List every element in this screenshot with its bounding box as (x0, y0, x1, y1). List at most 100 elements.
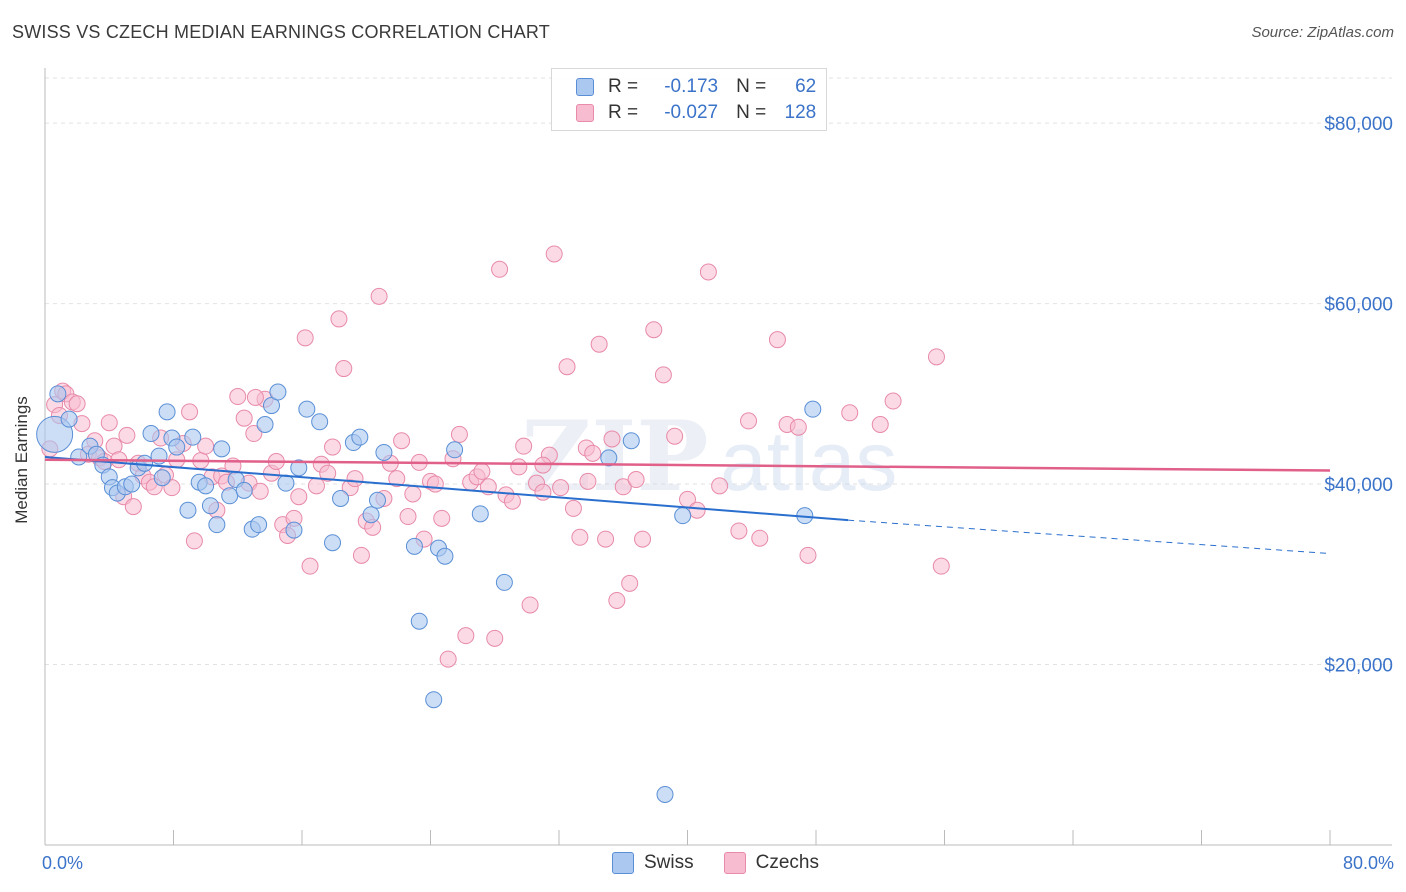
czech-point (352, 546, 370, 564)
czech-point (688, 501, 706, 519)
czech-point (699, 263, 717, 281)
y-tick-label: $80,000 (1324, 114, 1393, 135)
czech-point (545, 245, 563, 263)
czech-point (654, 366, 672, 384)
czech-point (627, 471, 645, 489)
czech-point (301, 557, 319, 575)
swiss-point (60, 410, 78, 428)
czech-point (290, 488, 308, 506)
czech-point (584, 444, 602, 462)
swiss-point (221, 487, 239, 505)
swiss-point (324, 534, 342, 552)
czech-point (558, 358, 576, 376)
czech-point (185, 532, 203, 550)
swiss-trend-line (44, 455, 849, 522)
correlation-legend: R = -0.173 N = 62 R = -0.027 N = 128 (551, 68, 827, 131)
legend-n-label: N = (736, 76, 767, 97)
swiss-point (375, 443, 393, 461)
czech-point (751, 529, 769, 547)
legend-label-czechs: Czechs (755, 852, 819, 873)
czech-point (603, 430, 621, 448)
czech-point (124, 498, 142, 516)
swiss-point (136, 454, 154, 472)
x-tick-min: 0.0% (42, 853, 84, 873)
czech-point (251, 482, 269, 500)
swiss-point (436, 547, 454, 565)
legend-item-swiss: Swiss (612, 852, 694, 874)
series-legend: Swiss Czechs (612, 852, 849, 874)
czech-point (740, 412, 758, 430)
czech-point (473, 462, 491, 480)
swiss-point (250, 516, 268, 534)
legend-row-czechs: R = -0.027 N = 128 (576, 101, 816, 125)
czech-point (307, 477, 325, 495)
swiss-point (656, 785, 674, 803)
czech-point (457, 627, 475, 645)
czech-point (68, 395, 86, 413)
czech-point (393, 432, 411, 450)
czech-point (711, 477, 729, 495)
czech-point (521, 596, 539, 614)
czech-point (871, 416, 889, 434)
czech-trend-line (44, 458, 1331, 472)
swiss-point (332, 489, 350, 507)
axes (44, 68, 1392, 846)
czech-point (319, 464, 337, 482)
swiss-point (158, 403, 176, 421)
czech-point (399, 508, 417, 526)
swiss-point (168, 438, 186, 456)
legend-r-label: R = (608, 102, 639, 123)
swiss-point (674, 507, 692, 525)
legend-n-value: 128 (784, 102, 817, 123)
czech-point (932, 557, 950, 575)
czech-point (579, 472, 597, 490)
czech-point (426, 475, 444, 493)
czech-point (799, 546, 817, 564)
czech-point (246, 388, 264, 406)
czech-point (335, 360, 353, 378)
swiss-point (285, 521, 303, 539)
czech-point (590, 335, 608, 353)
swiss-point (142, 425, 160, 443)
czech-point (486, 629, 504, 647)
swiss-point (298, 400, 316, 418)
chart-title: SWISS VS CZECH MEDIAN EARNINGS CORRELATI… (12, 22, 550, 42)
czech-point (346, 470, 364, 488)
swiss-point (600, 449, 618, 467)
czech-point (296, 329, 314, 347)
czech-point (608, 591, 626, 609)
x-tick-max: 80.0% (1342, 853, 1394, 873)
czech-point (634, 530, 652, 548)
czech-point (789, 418, 807, 436)
czech-point (118, 426, 136, 444)
swiss-point (351, 428, 369, 446)
legend-item-czechs: Czechs (723, 852, 819, 874)
czech-point (927, 348, 945, 366)
trend-lines (44, 455, 1331, 555)
source-label: Source: ZipAtlas.com (1251, 24, 1394, 41)
czech-point (515, 437, 533, 455)
legend-r-value: -0.173 (664, 76, 719, 97)
swiss-point (362, 506, 380, 524)
czech-point (181, 403, 199, 421)
zipatlas-watermark: ZIP atlas (521, 400, 897, 513)
czech-point (324, 438, 342, 456)
czech-point (229, 388, 247, 406)
swiss-point (368, 491, 386, 509)
czech-point (768, 331, 786, 349)
legend-r-value: -0.027 (664, 102, 719, 123)
czech-point (404, 485, 422, 503)
swiss-point (49, 385, 67, 403)
swiss-point (153, 469, 171, 487)
czech-point (666, 427, 684, 445)
czech-point (197, 437, 215, 455)
swiss-point (208, 516, 226, 534)
swiss-point (471, 505, 489, 523)
czech-point (597, 530, 615, 548)
swiss-point (201, 497, 219, 515)
swiss-point (446, 441, 464, 459)
swiss-point (179, 501, 197, 519)
legend-label-swiss: Swiss (644, 852, 694, 873)
swiss-point (405, 537, 423, 555)
